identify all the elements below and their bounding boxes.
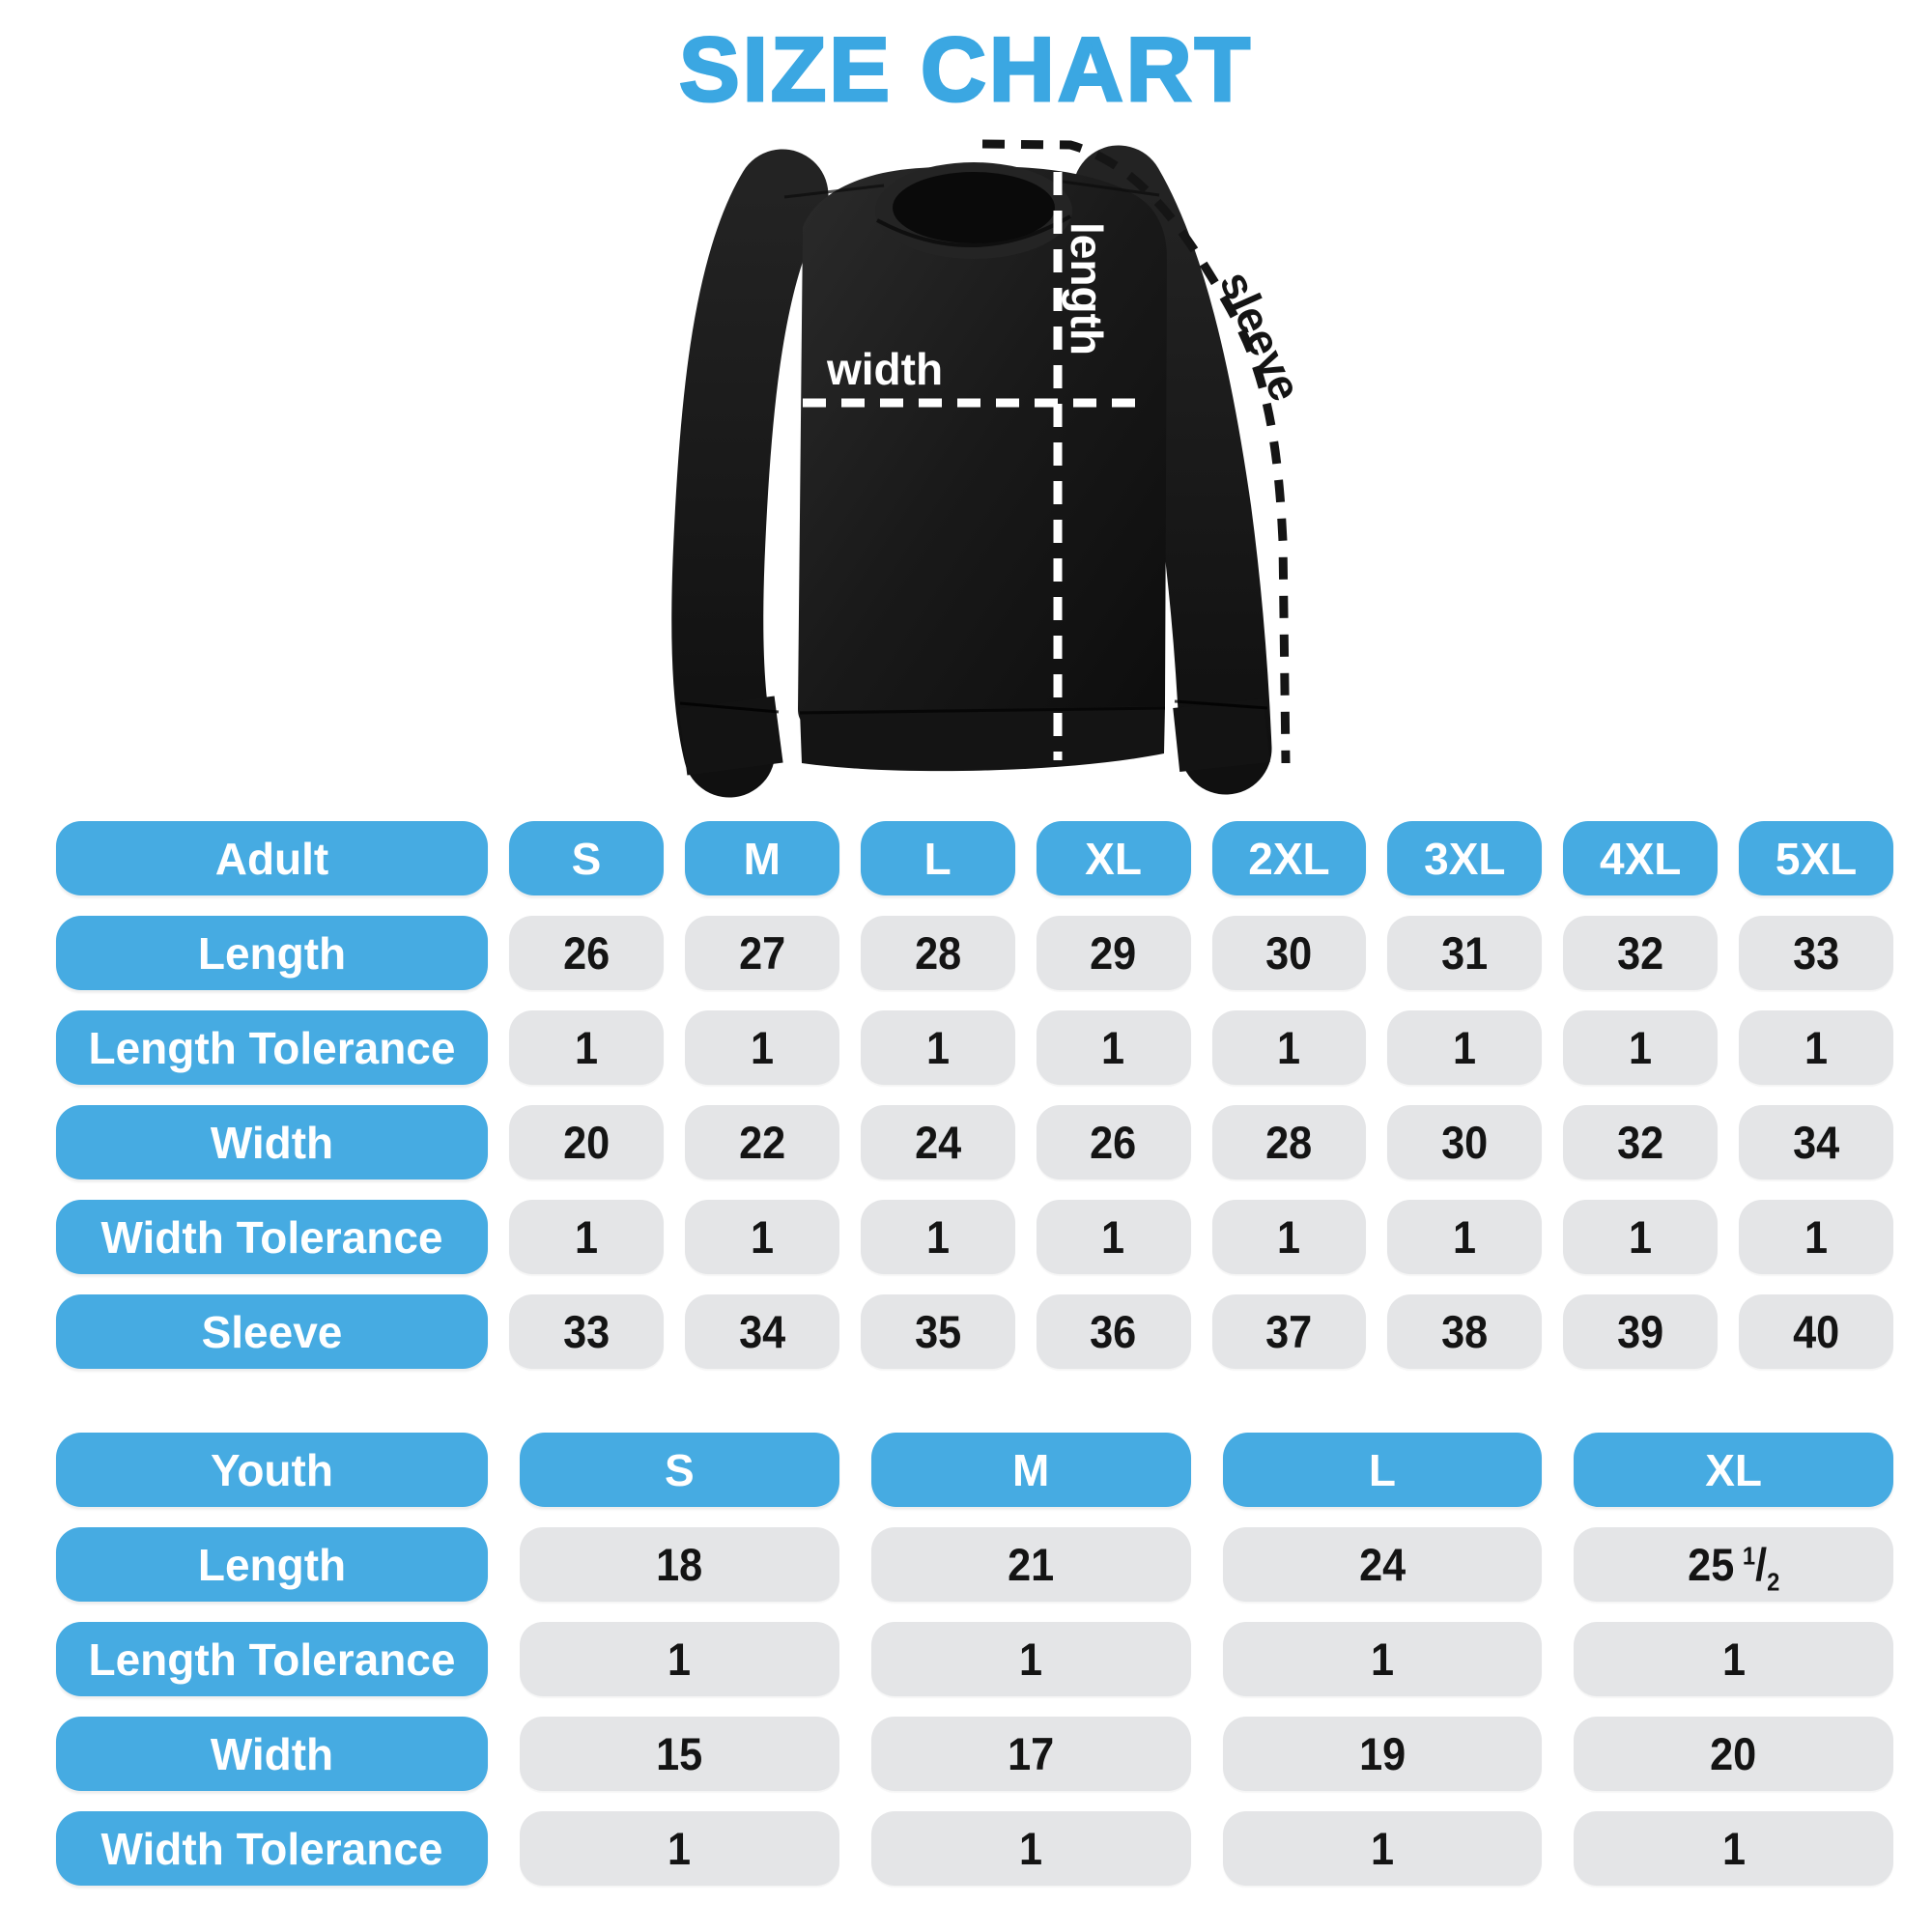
size-column-header: 3XL — [1387, 821, 1543, 895]
size-value-cell: 1 — [1036, 1200, 1191, 1274]
size-value-cell: 35 — [860, 1294, 1015, 1369]
size-value-cell: 1 — [1563, 1010, 1719, 1085]
size-value-cell: 18 — [520, 1527, 839, 1602]
size-value-cell: 38 — [1387, 1294, 1543, 1369]
page-title: SIZE CHART — [678, 17, 1253, 122]
youth-size-table: Youth S M L XL Length 18 21 24 25 1/2 Length Toler… — [56, 1433, 1893, 1886]
size-value-cell: 39 — [1563, 1294, 1719, 1369]
size-value-cell: 1 — [860, 1200, 1015, 1274]
size-value-cell: 1 — [1211, 1010, 1367, 1085]
sweatshirt-figure: sleeve width length — [638, 126, 1314, 802]
size-column-header: XL — [1574, 1433, 1893, 1507]
size-value-cell: 1 — [1574, 1622, 1893, 1696]
size-column-header: 5XL — [1739, 821, 1893, 895]
width-measure-label: width — [826, 344, 943, 394]
size-value-cell: 24 — [1222, 1527, 1543, 1602]
size-column-header: 2XL — [1211, 821, 1367, 895]
row-label-cell: Length Tolerance — [56, 1010, 488, 1085]
size-value-cell: 1 — [684, 1010, 839, 1085]
size-value-cell: 24 — [860, 1105, 1015, 1179]
row-label-cell: Width Tolerance — [56, 1200, 488, 1274]
size-value-cell: 26 — [1036, 1105, 1191, 1179]
table-title-cell: Adult — [56, 821, 488, 895]
size-value-cell: 33 — [1739, 916, 1893, 990]
size-value-cell: 32 — [1563, 1105, 1719, 1179]
right-cuff-seam — [1174, 699, 1268, 710]
hem-seam — [799, 706, 1166, 715]
size-value-cell: 33 — [509, 1294, 664, 1369]
left-sleeve — [671, 149, 829, 798]
size-value-cell: 20 — [1574, 1717, 1893, 1791]
sleeve-measure-line — [981, 139, 1291, 764]
size-column-header: XL — [1036, 821, 1191, 895]
size-column-header: M — [870, 1433, 1191, 1507]
size-value-cell: 36 — [1036, 1294, 1191, 1369]
size-value-cell: 34 — [684, 1294, 839, 1369]
sweatshirt-illustration: sleeve width length — [671, 139, 1312, 798]
left-shoulder-seam — [783, 184, 885, 199]
size-value-cell: 1 — [520, 1811, 839, 1886]
size-value-cell: 30 — [1387, 1105, 1543, 1179]
adult-size-table: Adult S M L XL 2XL 3XL 4XL 5XL Length 26 27 28 29 30 31… — [56, 821, 1893, 1369]
row-label-cell: Sleeve — [56, 1294, 488, 1369]
size-column-header: M — [684, 821, 839, 895]
size-value-cell: 1 — [1036, 1010, 1191, 1085]
size-value-cell: 1 — [1574, 1811, 1893, 1886]
size-value-cell: 21 — [870, 1527, 1191, 1602]
row-label-cell: Length Tolerance — [56, 1622, 488, 1696]
size-value-cell: 19 — [1222, 1717, 1543, 1791]
left-cuff-seam — [679, 701, 780, 714]
size-value-cell: 27 — [684, 916, 839, 990]
size-value-cell: 28 — [860, 916, 1015, 990]
size-value-cell: 1 — [1387, 1010, 1543, 1085]
size-value-cell: 17 — [870, 1717, 1191, 1791]
size-value-cell: 34 — [1739, 1105, 1893, 1179]
row-label-cell: Width — [56, 1105, 488, 1179]
size-value-cell: 28 — [1211, 1105, 1367, 1179]
table-title-cell: Youth — [56, 1433, 488, 1507]
size-value-cell: 40 — [1739, 1294, 1893, 1369]
size-value-cell: 32 — [1563, 916, 1719, 990]
size-value-cell: 30 — [1211, 916, 1367, 990]
size-value-cell: 1 — [1563, 1200, 1719, 1274]
row-label-cell: Length — [56, 1527, 488, 1602]
row-label-cell: Length — [56, 916, 488, 990]
right-cuff — [1173, 698, 1270, 772]
collar-trim — [876, 214, 1072, 248]
size-column-header: 4XL — [1563, 821, 1719, 895]
size-value-cell: 20 — [509, 1105, 664, 1179]
row-label-cell: Width Tolerance — [56, 1811, 488, 1886]
size-value-cell: 22 — [684, 1105, 839, 1179]
size-value-cell: 25 1/2 — [1574, 1527, 1893, 1602]
size-value-cell: 1 — [520, 1622, 839, 1696]
size-value-cell: 1 — [860, 1010, 1015, 1085]
size-value-cell: 29 — [1036, 916, 1191, 990]
size-value-cell: 1 — [509, 1200, 664, 1274]
size-column-header: L — [1222, 1433, 1543, 1507]
size-value-cell: 15 — [520, 1717, 839, 1791]
size-column-header: S — [509, 821, 664, 895]
size-value-cell: 1 — [1211, 1200, 1367, 1274]
sweatshirt-body — [798, 166, 1167, 726]
size-column-header: L — [860, 821, 1015, 895]
size-column-header: S — [520, 1433, 839, 1507]
size-value-cell: 1 — [1222, 1811, 1543, 1886]
size-value-cell: 1 — [509, 1010, 664, 1085]
size-value-cell: 1 — [684, 1200, 839, 1274]
left-cuff — [678, 696, 783, 776]
collar-inner — [893, 172, 1055, 243]
row-label-cell: Width — [56, 1717, 488, 1791]
length-measure-label: length — [1062, 222, 1112, 355]
size-value-cell: 1 — [1739, 1200, 1893, 1274]
hem-band — [800, 706, 1165, 772]
size-value-cell: 31 — [1387, 916, 1543, 990]
size-value-cell: 26 — [509, 916, 664, 990]
size-value-cell: 37 — [1211, 1294, 1367, 1369]
size-value-cell: 1 — [870, 1811, 1191, 1886]
size-value-cell: 1 — [1222, 1622, 1543, 1696]
size-value-cell: 1 — [1739, 1010, 1893, 1085]
size-value-cell: 1 — [1387, 1200, 1543, 1274]
size-value-cell: 1 — [870, 1622, 1191, 1696]
